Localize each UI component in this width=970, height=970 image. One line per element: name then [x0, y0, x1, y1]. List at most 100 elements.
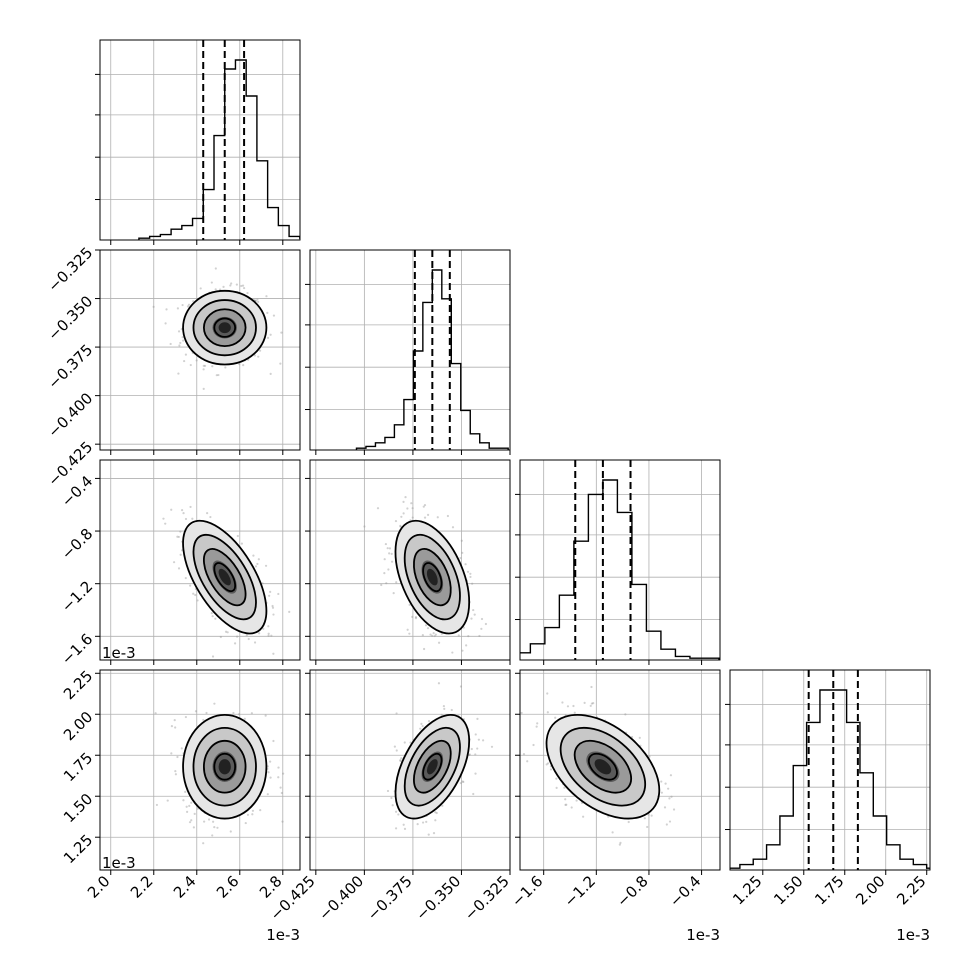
scatter-point [191, 517, 194, 520]
scatter-point [459, 781, 462, 785]
scatter-point [393, 745, 396, 748]
panel-2-1 [305, 459, 511, 665]
scatter-point [271, 604, 274, 608]
scatter-point [236, 534, 239, 538]
scatter-point [394, 827, 398, 830]
scatter-point [391, 804, 394, 807]
contour-line [202, 548, 247, 607]
scatter-point [235, 283, 238, 286]
scatter-point [422, 647, 426, 651]
scatter-point [472, 792, 475, 796]
scatter-point [164, 522, 167, 525]
scatter-point [421, 724, 424, 728]
scatter-point [619, 841, 622, 844]
x-tick-label: 2.25 [893, 872, 929, 908]
scatter-point [566, 705, 570, 708]
scatter-point [411, 507, 414, 510]
scatter-point [426, 627, 430, 630]
scatter-point [460, 539, 463, 542]
y-tick-label: 2.25 [60, 667, 96, 703]
scatter-point [253, 354, 257, 357]
scatter-point [258, 632, 261, 635]
scatter-point [247, 637, 250, 641]
scatter-point [545, 763, 548, 766]
scatter-point [288, 610, 291, 613]
y-tick-label: 1.25 [60, 831, 96, 867]
scatter-point [384, 542, 387, 546]
panel-frame [309, 669, 511, 871]
scatter-point [409, 741, 412, 744]
density-fill [594, 759, 612, 775]
scatter-point [241, 284, 245, 287]
scatter-point [404, 496, 407, 499]
scatter-point [230, 282, 233, 285]
scatter-point [166, 799, 169, 802]
panel-frame [519, 669, 721, 871]
scatter-point [583, 701, 586, 704]
panel-frame [309, 249, 511, 451]
panel-1-0: −0.425−0.400−0.375−0.350−0.325 [44, 244, 301, 490]
scatter-point [520, 711, 523, 715]
scatter-point [250, 712, 253, 715]
scatter-point [202, 364, 205, 367]
scatter-point [279, 362, 282, 365]
density-fill [218, 759, 231, 775]
scatter-point [672, 808, 676, 811]
scatter-point [213, 702, 216, 705]
scatter-point [437, 682, 441, 685]
scatter-point [266, 793, 269, 796]
x-tick-label: 2.6 [213, 872, 243, 902]
scatter-point [174, 726, 177, 729]
x-tick-label: −1.2 [561, 872, 599, 910]
histogram-bars [355, 269, 509, 450]
scatter-point [414, 616, 418, 619]
scatter-point [627, 820, 630, 824]
scatter-point [177, 567, 181, 570]
scatter-point [267, 625, 270, 628]
x-tick-label: 1.75 [811, 872, 847, 908]
scatter-point [269, 372, 272, 376]
scatter-point [490, 745, 494, 748]
contour-line [573, 739, 632, 794]
scatter-point [173, 719, 176, 722]
scatter-point [423, 503, 427, 507]
scatter-point [203, 820, 206, 823]
scatter-point [210, 281, 213, 284]
scatter-point [202, 718, 205, 722]
scatter-point [624, 713, 627, 716]
contour-line [182, 519, 268, 635]
scatter-point [187, 303, 191, 306]
scatter-point [258, 349, 262, 352]
scatter-point [254, 565, 258, 568]
scatter-point [266, 336, 270, 339]
scatter-point [420, 722, 423, 725]
histogram-bars [138, 59, 300, 240]
scatter-point [670, 795, 673, 798]
panel-content [310, 250, 510, 450]
scatter-point [182, 799, 185, 802]
scatter-point [390, 552, 393, 555]
y-tick-label: 2.00 [60, 708, 96, 744]
scatter-point [437, 641, 441, 644]
scatter-point [665, 823, 668, 826]
x-tick-label: −0.4 [666, 872, 704, 910]
scatter-point [410, 502, 413, 505]
scatter-point [469, 572, 472, 575]
scatter-point [395, 712, 398, 715]
panel-frame [99, 459, 301, 661]
scatter-point [252, 554, 255, 557]
panel-content [100, 670, 300, 870]
scatter-point [536, 722, 539, 725]
scatter-point [267, 771, 270, 774]
scatter-point [185, 805, 188, 808]
scatter-point [668, 820, 672, 823]
scatter-point [392, 591, 395, 595]
scatter-point [222, 285, 225, 288]
panel-content [100, 250, 300, 450]
scatter-point [433, 634, 436, 638]
scatter-point [402, 500, 405, 504]
scatter-point [277, 776, 280, 779]
scatter-point [399, 759, 402, 762]
scatter-point [243, 717, 246, 721]
scatter-point [391, 560, 394, 563]
